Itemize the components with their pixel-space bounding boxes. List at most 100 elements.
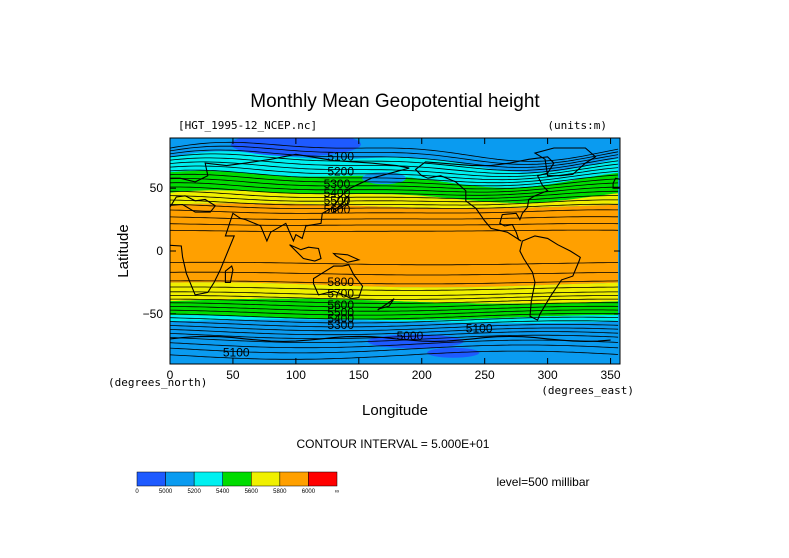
y-tick-label: 50 <box>150 181 164 195</box>
contour-label-1: 5200 <box>327 165 354 179</box>
contour-line <box>170 199 619 206</box>
colorbar-label: 5400 <box>216 489 230 495</box>
band-s-cyan <box>170 315 619 324</box>
contour-line <box>170 331 619 339</box>
file-label: [HGT_1995-12_NCEP.nc] <box>178 119 317 132</box>
contour-label-9: 5500 <box>327 305 354 319</box>
coastline-antarctica <box>170 335 611 342</box>
contour-line <box>170 305 619 312</box>
colorbar-swatch <box>251 471 281 487</box>
x-tick-label: 350 <box>601 368 621 382</box>
colorbar-label: 0 <box>135 489 139 495</box>
contour-line <box>170 286 619 291</box>
contour-labels: 5100520053005400550056005800570056005500… <box>223 150 493 360</box>
coastline-1 <box>312 264 364 300</box>
low-north <box>230 138 361 157</box>
coastline-5 <box>414 156 555 242</box>
contour-label-3: 5400 <box>324 186 351 200</box>
x-tick-label: 300 <box>538 368 558 382</box>
contour-line <box>170 216 619 220</box>
contour-label-11: 5300 <box>327 318 354 332</box>
colorbar-swatch <box>193 471 223 487</box>
y-axis-units: (degrees_north) <box>108 376 207 389</box>
contour-line <box>170 169 619 184</box>
contour-line <box>170 320 619 328</box>
contour-line <box>170 209 619 214</box>
x-tick-label: 100 <box>286 368 306 382</box>
contour-line <box>170 173 619 187</box>
x-axis: 0 50 100 150 200 250 300 350 <box>167 138 621 382</box>
colorbar-swatch <box>308 471 338 487</box>
contour-line <box>170 141 619 162</box>
contour-line <box>170 309 619 316</box>
contour-label-4: 5500 <box>324 194 351 208</box>
y-axis-label: Latitude <box>115 224 132 277</box>
x-axis-units: (degrees_east) <box>541 384 634 397</box>
contour-line <box>170 302 619 308</box>
contour-line <box>170 344 619 354</box>
x-tick-label: 0 <box>167 368 174 382</box>
contour-line <box>170 327 619 336</box>
contour-line <box>170 316 619 324</box>
contour-label-14: 5100 <box>223 345 250 359</box>
coastline-8 <box>333 195 350 214</box>
colorbar-swatch <box>279 471 309 487</box>
contour-label-8: 5600 <box>327 298 354 312</box>
contour-line <box>170 261 619 266</box>
coastline-3 <box>332 252 361 263</box>
x-tick-label: 200 <box>412 368 432 382</box>
colorbar-label: 5800 <box>273 489 287 495</box>
colorbar-swatch <box>222 471 252 487</box>
contour-line <box>170 149 619 168</box>
contour-line <box>170 313 619 320</box>
coastline-10 <box>377 298 395 311</box>
colorbar-label: ∞ <box>335 489 339 495</box>
contour-line <box>170 203 619 209</box>
level-text: level=500 millibar <box>496 475 589 489</box>
x-tick-label: 50 <box>226 368 240 382</box>
units-label: (units:m) <box>547 119 607 132</box>
y-axis: 50 0 −50 <box>143 181 620 321</box>
contour-line <box>170 165 619 181</box>
contour-plot: 5100520053005400550056005800570056005500… <box>170 138 620 364</box>
contour-label-0: 5100 <box>327 150 354 164</box>
colorbar-swatch <box>165 471 195 487</box>
band-s-yellow <box>170 282 619 304</box>
colorbar-label: 5200 <box>187 489 201 495</box>
contour-label-13: 5000 <box>397 329 424 343</box>
contour-line <box>170 153 619 171</box>
coastline-4 <box>519 235 581 321</box>
y-tick-label: −50 <box>143 307 164 321</box>
contour-line <box>170 291 619 296</box>
colorbar-swatch <box>136 471 166 487</box>
contour-line <box>170 145 619 165</box>
contour-line <box>170 339 619 349</box>
coastlines <box>170 147 620 342</box>
contour-line <box>170 324 619 332</box>
coastline-2 <box>289 244 322 262</box>
colorbar: 0 5000 5200 5400 5600 5800 6000 ∞ <box>135 471 339 495</box>
contour-label-12: 5100 <box>466 322 493 336</box>
x-axis-label: Longitude <box>362 402 428 419</box>
contour-line <box>170 271 619 276</box>
x-tick-label: 250 <box>475 368 495 382</box>
coastline-7 <box>224 265 234 283</box>
colorbar-label: 5600 <box>245 489 259 495</box>
contour-line <box>170 298 619 304</box>
contour-line <box>170 190 619 199</box>
colorbar-label: 6000 <box>302 489 316 495</box>
contour-line <box>170 182 619 193</box>
contour-line <box>170 280 619 285</box>
colorbar-label: 5000 <box>159 489 173 495</box>
contour-line <box>170 350 619 360</box>
coastline-9 <box>612 177 620 189</box>
coastline-0 <box>170 153 410 296</box>
x-tick-label: 150 <box>349 368 369 382</box>
y-tick-label: 0 <box>156 244 163 258</box>
contour-line <box>170 334 619 343</box>
contour-line <box>170 229 619 232</box>
chart-title: Monthly Mean Geopotential height <box>250 91 540 112</box>
contour-label-10: 5400 <box>327 312 354 326</box>
contour-lines <box>170 141 619 360</box>
